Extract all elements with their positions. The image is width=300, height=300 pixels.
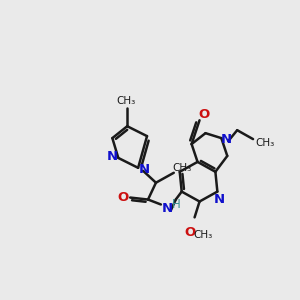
Text: CH₃: CH₃ — [255, 138, 274, 148]
Text: H: H — [172, 198, 181, 211]
Text: O: O — [199, 108, 210, 121]
Text: N: N — [139, 163, 150, 176]
Text: O: O — [118, 191, 129, 204]
Text: N: N — [107, 150, 118, 164]
Text: CH₃: CH₃ — [172, 163, 191, 173]
Text: CH₃: CH₃ — [194, 230, 213, 240]
Text: CH₃: CH₃ — [117, 97, 136, 106]
Text: N: N — [221, 133, 232, 146]
Text: O: O — [184, 226, 195, 239]
Text: N: N — [214, 193, 225, 206]
Text: N: N — [161, 202, 172, 215]
